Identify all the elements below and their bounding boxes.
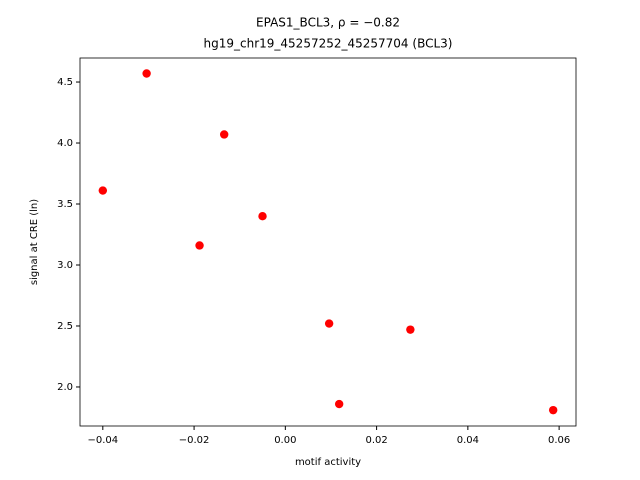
point bbox=[195, 241, 204, 250]
x-tick-label: 0.00 bbox=[274, 435, 296, 446]
point bbox=[142, 69, 151, 78]
chart-title: EPAS1_BCL3, ρ = −0.82 bbox=[256, 16, 400, 30]
chart-subtitle: hg19_chr19_45257252_45257704 (BCL3) bbox=[204, 37, 453, 51]
point bbox=[98, 186, 108, 195]
point bbox=[324, 319, 334, 328]
y-tick-label: 2.0 bbox=[57, 382, 73, 393]
point bbox=[548, 405, 558, 415]
x-tick-label: 0.04 bbox=[457, 435, 479, 446]
x-tick-label: −0.04 bbox=[87, 435, 118, 446]
y-tick-label: 4.5 bbox=[57, 77, 73, 88]
y-tick-label: 4.0 bbox=[57, 138, 73, 149]
x-tick-label: 0.06 bbox=[548, 435, 570, 446]
point bbox=[406, 325, 415, 334]
plot-frame bbox=[79, 57, 577, 427]
point bbox=[334, 399, 344, 409]
x-axis-label: motif activity bbox=[295, 457, 361, 468]
point bbox=[219, 130, 229, 139]
point bbox=[258, 212, 267, 221]
x-tick-label: 0.02 bbox=[365, 435, 387, 446]
y-axis-label: signal at CRE (ln) bbox=[29, 199, 40, 285]
x-tick-label: −0.02 bbox=[179, 435, 210, 446]
y-tick-label: 3.0 bbox=[57, 260, 73, 271]
y-tick-label: 3.5 bbox=[57, 199, 73, 210]
y-tick-label: 2.5 bbox=[57, 321, 73, 332]
